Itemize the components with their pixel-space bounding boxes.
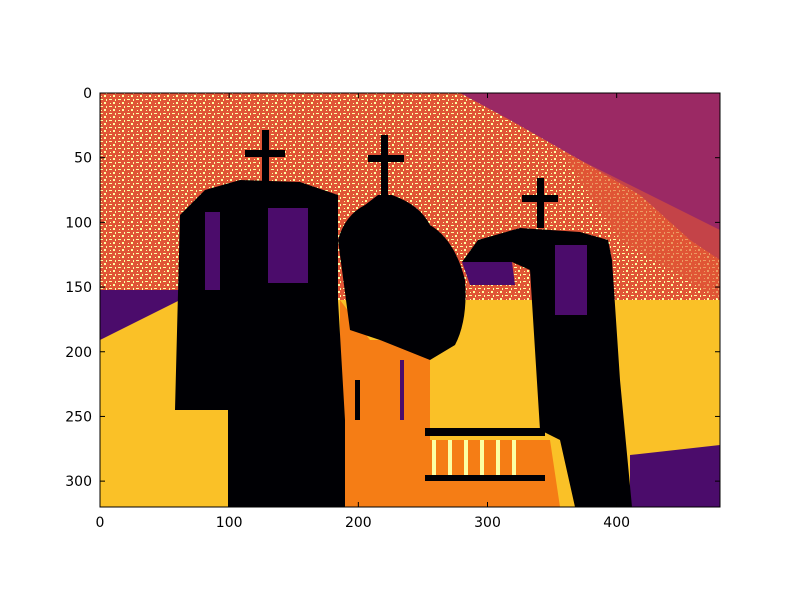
left-tower-window-2 (268, 208, 308, 283)
right-tower-window (555, 245, 587, 315)
x-tick-label: 100 (216, 515, 243, 531)
y-tick-label: 150 (65, 280, 92, 296)
plot-frame (99, 92, 721, 508)
y-tick-label: 0 (83, 86, 92, 102)
x-tick-label: 200 (345, 515, 372, 531)
y-tick-label: 200 (65, 345, 92, 361)
balustrade (425, 428, 545, 481)
x-tick-label: 300 (474, 515, 501, 531)
y-tick-label: 50 (74, 151, 92, 167)
right-tower (462, 228, 632, 507)
left-cross (262, 130, 269, 185)
x-tick-label: 400 (603, 515, 630, 531)
sky-magenta-region (460, 93, 720, 260)
center-cross (381, 135, 388, 195)
x-tick-label: 0 (96, 515, 105, 531)
heatmap-image (100, 93, 720, 507)
x-axis: 0 100 200 300 400 (96, 93, 630, 531)
y-axis: 0 50 100 150 200 250 300 (65, 86, 720, 490)
central-dome (338, 195, 466, 360)
left-tower-window-1 (205, 212, 220, 290)
right-shadow-region (630, 445, 720, 507)
y-tick-label: 250 (65, 409, 92, 425)
right-cross (537, 178, 544, 228)
y-tick-label: 100 (65, 215, 92, 231)
facade-orange-region (340, 300, 560, 507)
y-tick-label: 300 (65, 474, 92, 490)
